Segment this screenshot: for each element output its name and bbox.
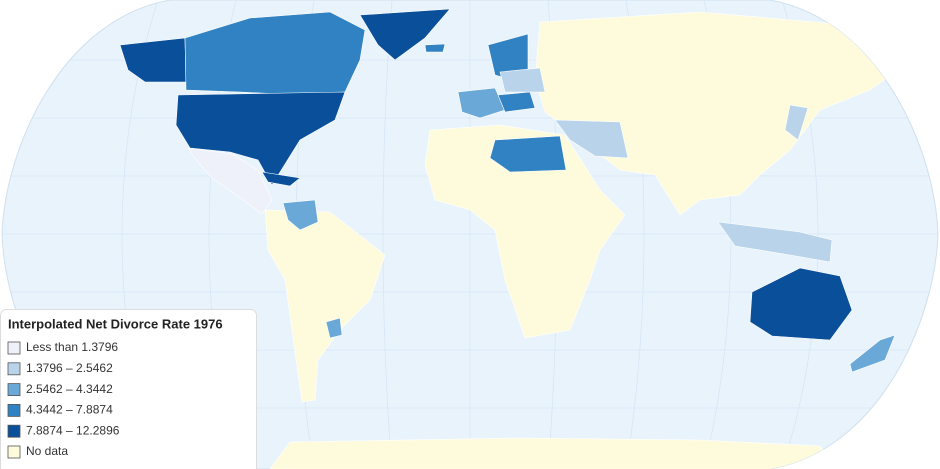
legend-swatch [7,404,21,417]
countries [119,8,906,469]
country[interactable] [325,317,343,339]
country[interactable] [717,221,833,263]
country[interactable] [264,209,386,403]
legend-swatch [7,362,21,376]
country[interactable] [424,124,626,339]
legend-label: 4.3442 – 7.8874 [26,403,113,417]
country[interactable] [424,43,446,53]
country[interactable] [187,147,273,215]
country[interactable] [261,171,301,187]
legend-swatch [7,383,21,396]
country[interactable] [554,119,629,159]
legend-box [0,309,257,469]
country[interactable] [489,135,567,173]
country[interactable] [499,67,546,93]
country[interactable] [849,334,896,373]
country[interactable] [184,11,366,96]
country[interactable] [119,37,187,83]
country[interactable] [497,91,536,113]
legend-swatch [7,445,21,459]
country[interactable] [359,8,451,61]
legend-label: Less than 1.3796 [26,340,118,354]
country[interactable] [269,437,841,469]
legend-swatch [7,341,21,355]
country[interactable] [784,104,809,141]
legend-label: 2.5462 – 4.3442 [26,382,113,396]
country[interactable] [749,267,853,341]
legend-label: 7.8874 – 12.2896 [26,423,120,437]
country[interactable] [457,87,506,119]
country[interactable] [282,199,319,231]
legend-title: Interpolated Net Divorce Rate 1976 [8,316,223,331]
legend: Interpolated Net Divorce Rate 1976 Less … [0,309,257,469]
legend-label: No data [26,444,68,458]
legend-swatch [7,424,21,438]
legend-label: 1.3796 – 2.5462 [26,361,113,375]
